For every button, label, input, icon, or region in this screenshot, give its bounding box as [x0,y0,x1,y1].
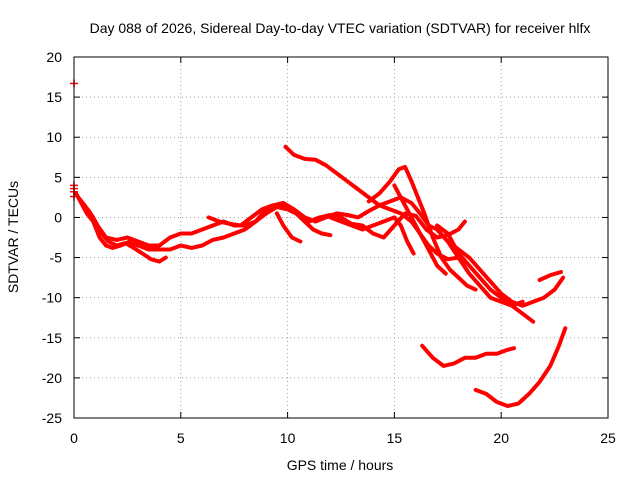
y-tick-label: 20 [46,49,62,65]
y-tick-label: 5 [54,169,62,185]
axis-ticks: 0 5 10 15 20 25 -25 -20 -15 -10 -5 0 5 10 15 20 [42,49,616,446]
y-tick-label: -20 [42,370,62,386]
y-tick-label: -15 [42,330,62,346]
data-series [70,79,568,408]
series-track-14 [473,326,568,408]
series-track-12 [537,270,563,282]
y-tick-label: -5 [50,250,63,266]
series-track-10 [435,223,536,324]
series-track-6 [274,211,303,244]
x-tick-label: 10 [280,430,296,446]
x-tick-label: 0 [70,430,78,446]
x-axis-label: GPS time / hours [287,457,394,473]
series-track-8 [366,164,478,292]
x-tick-label: 15 [387,430,403,446]
series-track-7 [328,215,416,256]
y-tick-label: 15 [46,89,62,105]
x-tick-label: 20 [493,430,509,446]
series-track-5 [283,144,461,262]
series-track-9 [392,183,448,276]
series-track-13 [420,343,516,368]
y-tick-label: -25 [42,410,62,426]
series-track-2 [76,195,168,264]
series-track-11 [445,239,525,308]
y-tick-label: -10 [42,290,62,306]
x-tick-label: 25 [600,430,616,446]
y-tick-label: 0 [54,209,62,225]
series-track-4 [206,195,566,308]
y-axis-label: SDTVAR / TECUs [5,181,21,293]
grid [74,57,608,418]
chart-title: Day 088 of 2026, Sidereal Day-to-day VTE… [90,20,591,36]
series-track-1 [74,191,333,252]
x-tick-label: 5 [177,430,185,446]
y-tick-label: 10 [46,129,62,145]
plot-frame [73,56,609,419]
